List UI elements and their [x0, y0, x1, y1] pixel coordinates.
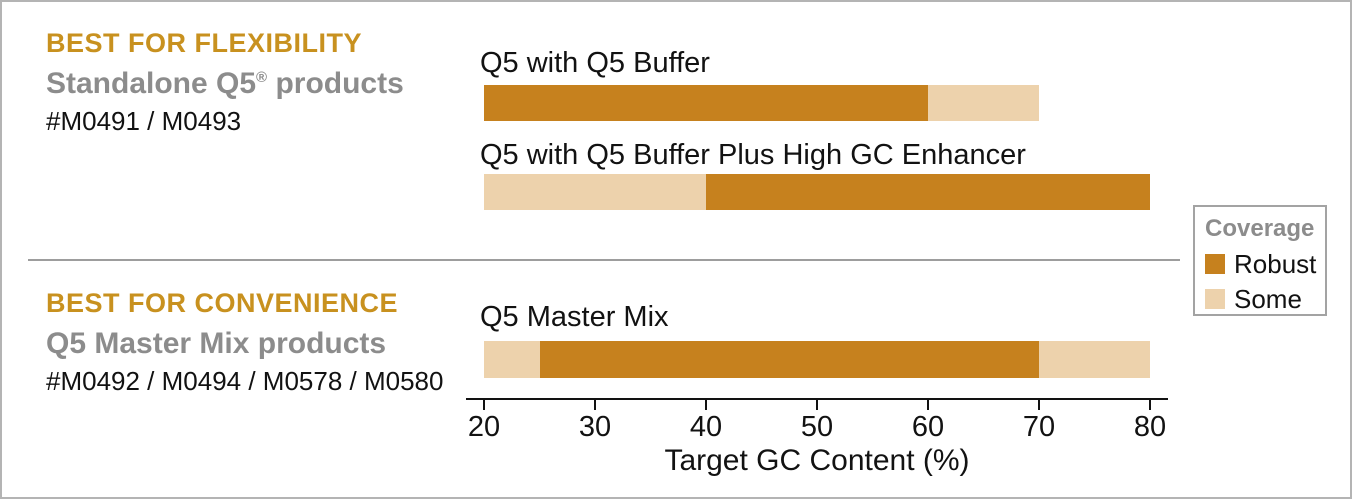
- x-axis-ticks: 20 30 40 50 60 70 80: [468, 399, 1166, 449]
- bar-segment-some: [1039, 341, 1150, 378]
- subheading-text-suffix: products: [267, 67, 404, 100]
- x-tick-mark: [927, 399, 929, 410]
- x-tick-label: 50: [800, 411, 834, 443]
- x-tick-mark: [816, 399, 818, 410]
- legend-items: Robust Some: [1205, 251, 1325, 312]
- bar-q5-buffer: [484, 85, 1150, 121]
- x-tick-label: 30: [578, 411, 612, 443]
- bar-label-q5-master-mix: Q5 Master Mix: [480, 301, 669, 333]
- bar-label-q5-buffer: Q5 with Q5 Buffer: [480, 47, 710, 79]
- legend-title: Coverage: [1205, 215, 1315, 242]
- legend-item-robust: Robust: [1205, 251, 1325, 277]
- section-divider: [28, 259, 1180, 261]
- catalog-numbers: #M0492 / M0494 / M0578 / M0580: [46, 366, 444, 396]
- legend-swatch-robust: [1205, 254, 1225, 275]
- section-heading: BEST FOR FLEXIBILITY: [46, 28, 363, 58]
- catalog-numbers: #M0491 / M0493: [46, 106, 242, 136]
- x-tick-mark: [705, 399, 707, 410]
- bar-segment-robust: [484, 85, 928, 121]
- legend-label: Some: [1234, 284, 1302, 315]
- x-axis-title: Target GC Content (%): [664, 444, 970, 477]
- x-tick-label: 80: [1133, 411, 1167, 443]
- x-tick-label: 40: [689, 411, 723, 443]
- section-flexibility: BEST FOR FLEXIBILITY Standalone Q5® prod…: [46, 28, 404, 136]
- section-heading: BEST FOR CONVENIENCE: [46, 288, 399, 318]
- legend-swatch-some: [1205, 289, 1225, 310]
- section-convenience: BEST FOR CONVENIENCE Q5 Master Mix produ…: [46, 288, 444, 396]
- legend-label: Robust: [1234, 249, 1317, 280]
- section-subheading: Q5 Master Mix products: [46, 329, 443, 359]
- bar-label-q5-buffer-gc-enhancer: Q5 with Q5 Buffer Plus High GC Enhancer: [480, 139, 1026, 171]
- subheading-text: Q5 Master Mix products: [46, 327, 387, 360]
- legend-item-some: Some: [1205, 286, 1325, 312]
- subheading-text: Standalone Q5: [46, 67, 257, 100]
- bar-segment-robust: [539, 341, 1039, 378]
- legend: Coverage Robust Some: [1193, 205, 1327, 316]
- x-tick-label: 20: [467, 411, 501, 443]
- x-tick-mark: [483, 399, 485, 410]
- section-subheading: Standalone Q5® products: [46, 69, 404, 99]
- x-tick-mark: [1038, 399, 1040, 410]
- x-tick-label: 60: [911, 411, 945, 443]
- x-tick-mark: [1149, 399, 1151, 410]
- bar-segment-robust: [706, 174, 1150, 210]
- bar-segment-some: [484, 341, 540, 378]
- bar-segment-some: [484, 174, 706, 210]
- bar-segment-some: [928, 85, 1039, 121]
- bar-q5-buffer-gc-enhancer: [484, 174, 1150, 210]
- registered-trademark-symbol: ®: [256, 69, 268, 86]
- x-tick-label: 70: [1022, 411, 1056, 443]
- bar-q5-master-mix: [484, 341, 1150, 378]
- x-tick-mark: [594, 399, 596, 410]
